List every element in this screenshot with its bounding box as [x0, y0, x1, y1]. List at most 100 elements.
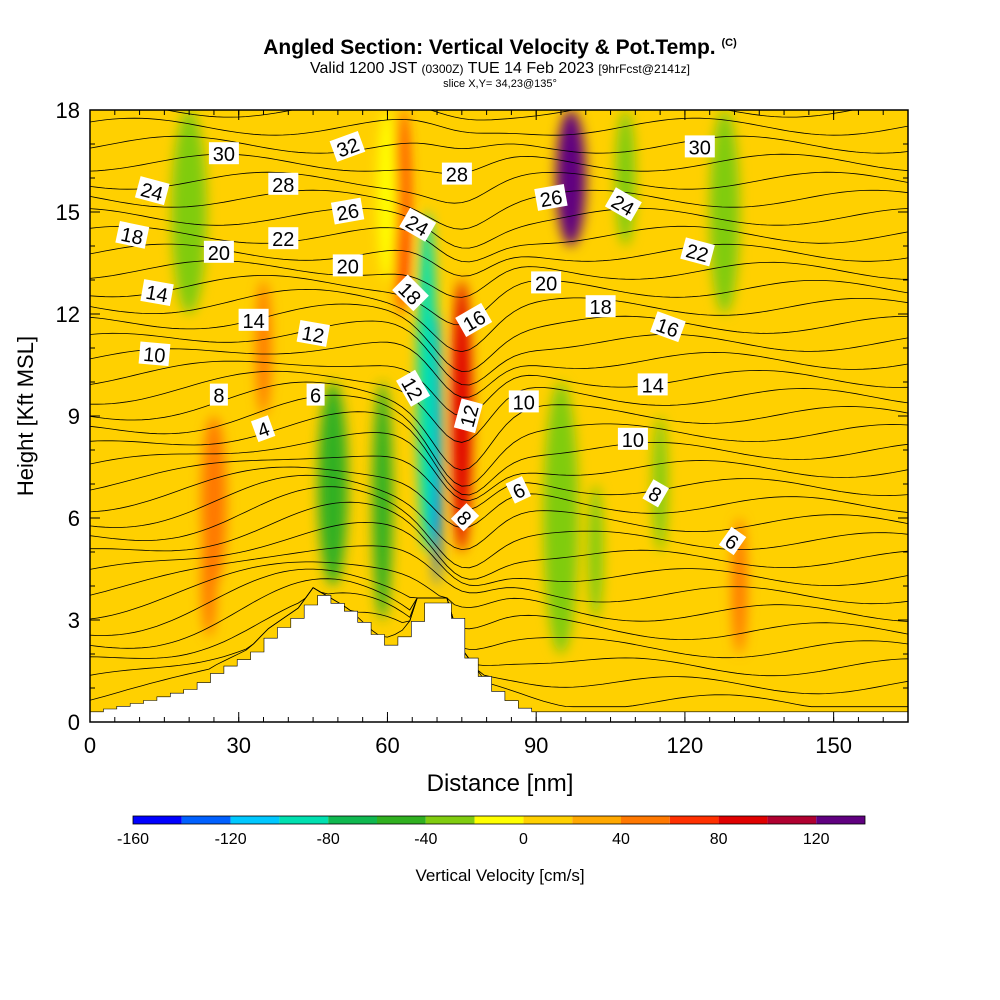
contour-label-text: 10: [142, 344, 166, 368]
colorbar-swatch: [669, 816, 719, 824]
contour-label: 6: [306, 383, 325, 408]
contour-label: 28: [441, 162, 472, 187]
contour-label-bg: [238, 308, 269, 331]
velocity-cell-down: [709, 110, 740, 314]
velocity-cell-up: [256, 280, 271, 416]
contour-label-bg: [684, 135, 715, 158]
theta-contour-line: [90, 578, 908, 659]
contour-label: 22: [268, 227, 299, 251]
contour-label-bg: [250, 415, 276, 443]
y-tick-label: 9: [68, 404, 80, 429]
contour-label: 10: [138, 341, 171, 368]
colorbar-tick-label: -160: [117, 831, 149, 848]
velocity-cell-down: [588, 484, 604, 620]
contour-label-text: 26: [335, 200, 361, 226]
contour-label-text: 28: [272, 175, 294, 197]
contour-label-bg: [453, 398, 483, 434]
contour-label-text: 22: [272, 229, 294, 251]
velocity-cell-down: [543, 382, 579, 654]
theta-contour-line: [90, 466, 908, 529]
contour-label-bg: [508, 390, 539, 413]
contour-label: 8: [642, 479, 669, 507]
contour-label: 8: [450, 503, 480, 532]
contour-label-bg: [650, 311, 686, 343]
colorbar-frame: [132, 815, 866, 825]
colorbar-swatch: [328, 816, 377, 824]
axes: 0 30 60 90 120 150 0 3 6 9 12 15 18: [56, 98, 908, 758]
contour-label: 10: [617, 427, 648, 452]
contour-label-text: 14: [144, 282, 170, 308]
contour-label-bg: [450, 503, 480, 532]
contour-label: 12: [296, 319, 330, 349]
contour-label-bg: [306, 383, 325, 406]
colorbar-swatch: [474, 816, 524, 824]
contour-label-text: 14: [642, 375, 664, 397]
contour-label-bg: [392, 274, 429, 312]
contour-label-bg: [138, 341, 171, 367]
contour-label-text: 20: [535, 273, 557, 295]
theta-contour-line: [90, 303, 908, 372]
theta-contour-line: [164, 110, 856, 121]
y-tick-label: 3: [68, 608, 80, 633]
contour-label-text: 10: [513, 392, 535, 414]
velocity-field: [171, 110, 747, 654]
theta-contour-line: [90, 341, 908, 398]
theta-contour-line: [90, 225, 908, 263]
colorbar-swatch: [230, 816, 280, 824]
colorbar: -160 -120 -80 -40 0 40 80 120: [117, 815, 866, 848]
contour-label: 30: [684, 135, 715, 159]
terrain: [90, 595, 908, 722]
theta-contour-line: [90, 135, 908, 154]
contour-label-text: 18: [119, 224, 145, 250]
y-axis-label: Height [Kft MSL]: [13, 336, 38, 496]
theta-contour-line: [90, 275, 908, 326]
theta-contour-line: [90, 501, 908, 580]
colorbar-swatch: [133, 816, 182, 824]
contour-label-bg: [134, 176, 170, 206]
velocity-blobs: [171, 110, 747, 654]
contour-label-bg: [531, 271, 562, 294]
colorbar-swatch: [767, 816, 817, 824]
theta-contour-line: [90, 587, 908, 708]
colorbar-tick-label: -80: [317, 831, 340, 848]
contour-label: 26: [330, 197, 365, 226]
contour-label-bg: [441, 162, 472, 185]
colorbar-tick-label: -120: [215, 831, 247, 848]
theta-contour-line: [90, 486, 908, 569]
colorbar-swatch: [816, 816, 865, 824]
contour-label-text: 8: [213, 386, 224, 408]
y-tick-label: 15: [56, 200, 80, 225]
y-tick-label: 6: [68, 506, 80, 531]
contour-label: 6: [718, 526, 747, 556]
x-tick-label: 90: [524, 733, 548, 758]
velocity-cell-up: [556, 110, 586, 246]
velocity-cell-down: [377, 110, 398, 280]
contour-label: 28: [268, 172, 299, 197]
contour-label-text: 18: [589, 297, 611, 319]
velocity-cell-up: [394, 110, 410, 314]
theta-contour-line: [90, 370, 908, 443]
theta-contour-line: [90, 521, 908, 587]
contour-label-bg: [209, 383, 228, 406]
x-tick-label: 30: [226, 733, 250, 758]
contour-label: 8: [209, 383, 228, 408]
contour-label-bg: [115, 220, 150, 249]
theta-contour-line: [90, 320, 908, 386]
contour-label-bg: [329, 130, 366, 162]
colorbar-swatch: [523, 816, 573, 824]
theta-contour-line: [90, 288, 908, 353]
contour-label-text: 14: [242, 311, 264, 333]
y-tick-label: 18: [56, 98, 80, 123]
theta-contour-line: [90, 189, 908, 230]
colorbar-swatch: [572, 816, 621, 824]
contour-label-text: 12: [300, 323, 326, 349]
contour-label-bg: [330, 197, 365, 225]
contour-label: 18: [115, 220, 150, 250]
theta-contour-line: [90, 568, 908, 641]
theta-contour-line: [90, 455, 908, 511]
theta-contour-line: [90, 171, 908, 204]
contour-label: 10: [508, 390, 539, 414]
contour-label: 20: [203, 240, 234, 265]
contour-label: 12: [453, 398, 484, 434]
